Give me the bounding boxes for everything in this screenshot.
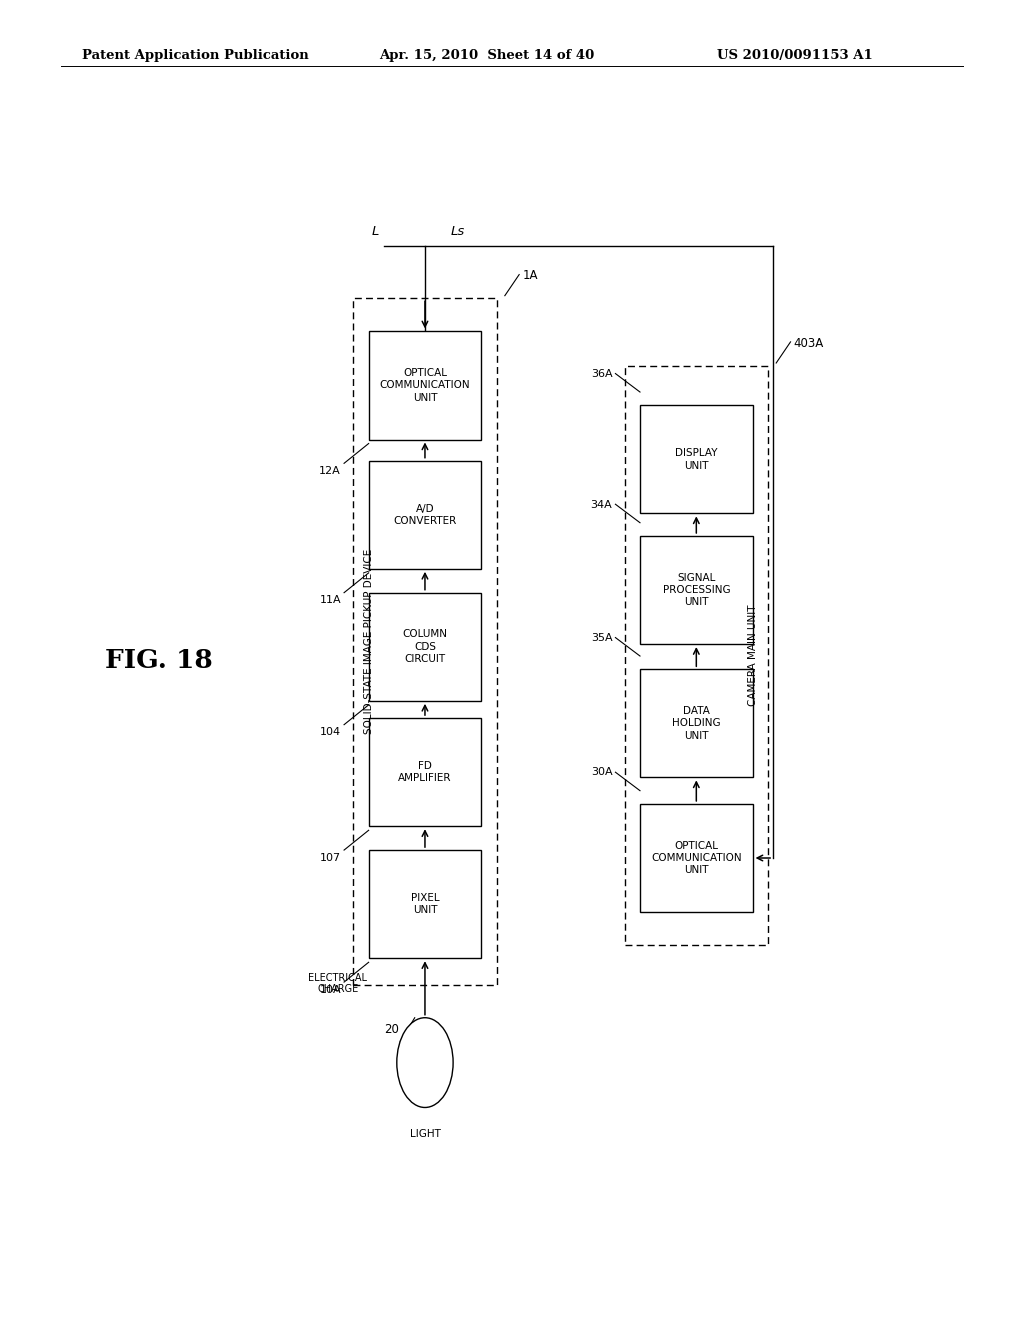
FancyBboxPatch shape [369,593,481,701]
FancyBboxPatch shape [640,536,753,644]
FancyBboxPatch shape [369,461,481,569]
FancyBboxPatch shape [640,804,753,912]
Text: 10A: 10A [319,985,341,995]
Text: 403A: 403A [794,337,824,350]
Text: US 2010/0091153 A1: US 2010/0091153 A1 [717,49,872,62]
Text: 107: 107 [319,853,341,863]
Text: FIG. 18: FIG. 18 [104,648,213,672]
FancyBboxPatch shape [640,405,753,513]
Text: DISPLAY
UNIT: DISPLAY UNIT [675,449,718,470]
Ellipse shape [396,1018,453,1107]
Text: LIGHT: LIGHT [410,1129,440,1139]
FancyBboxPatch shape [640,669,753,777]
FancyBboxPatch shape [369,850,481,958]
Text: 11A: 11A [319,595,341,606]
Text: 36A: 36A [591,368,612,379]
Text: OPTICAL
COMMUNICATION
UNIT: OPTICAL COMMUNICATION UNIT [651,841,741,875]
Text: 1A: 1A [522,269,538,282]
Text: 30A: 30A [591,767,612,777]
Text: ELECTRICAL
CHARGE: ELECTRICAL CHARGE [308,973,368,994]
Text: CAMERA MAIN UNIT: CAMERA MAIN UNIT [748,605,758,706]
Text: Patent Application Publication: Patent Application Publication [82,49,308,62]
Text: COLUMN
CDS
CIRCUIT: COLUMN CDS CIRCUIT [402,630,447,664]
Text: PIXEL
UNIT: PIXEL UNIT [411,894,439,915]
Text: DATA
HOLDING
UNIT: DATA HOLDING UNIT [672,706,721,741]
Text: A/D
CONVERTER: A/D CONVERTER [393,504,457,525]
Text: FD
AMPLIFIER: FD AMPLIFIER [398,762,452,783]
Text: 12A: 12A [319,466,341,477]
Text: OPTICAL
COMMUNICATION
UNIT: OPTICAL COMMUNICATION UNIT [380,368,470,403]
FancyBboxPatch shape [369,331,481,440]
Text: Ls: Ls [451,224,465,238]
Text: SOLID-STATE IMAGE PICKUP DEVICE: SOLID-STATE IMAGE PICKUP DEVICE [364,549,374,734]
Text: 20: 20 [384,1023,399,1036]
Text: 35A: 35A [591,632,612,643]
Text: SIGNAL
PROCESSING
UNIT: SIGNAL PROCESSING UNIT [663,573,730,607]
Text: L: L [372,224,379,238]
Text: 104: 104 [319,727,341,738]
Text: 34A: 34A [591,499,612,510]
FancyBboxPatch shape [369,718,481,826]
Text: Apr. 15, 2010  Sheet 14 of 40: Apr. 15, 2010 Sheet 14 of 40 [379,49,594,62]
